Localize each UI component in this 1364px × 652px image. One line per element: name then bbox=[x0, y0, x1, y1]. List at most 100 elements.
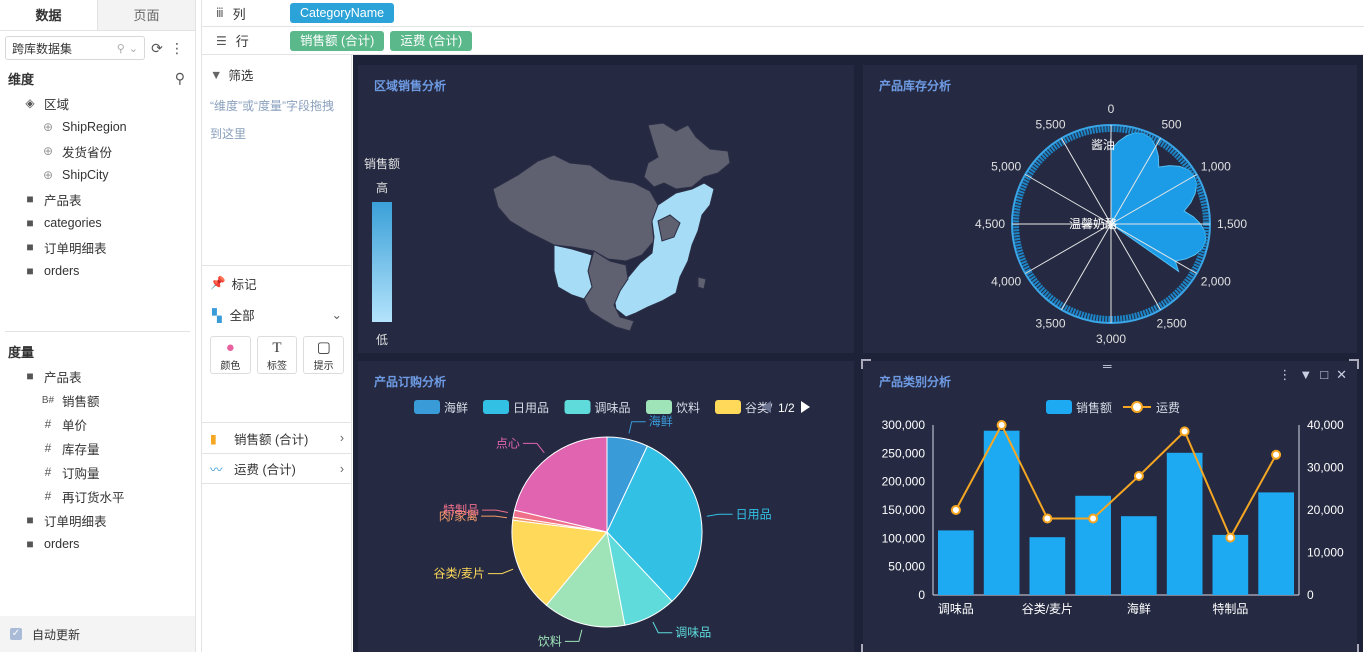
tree-item[interactable]: # 库存量 bbox=[0, 436, 195, 460]
tree-item[interactable]: B# 销售额 bbox=[0, 388, 195, 412]
pie-card[interactable]: 产品订购分析 海鲜 日用品 调味品 饮料 谷类/1/2 海鲜 日用品 调味品 饮料 谷类/麦片 肉/… bbox=[358, 361, 854, 652]
combo-line[interactable] bbox=[955, 422, 1277, 540]
measures-tree: ■ 产品表 B# 销售额 # 单价 # 库存量 # 订购量 # 再订货水平 ■ 订单明细表 ■… bbox=[0, 364, 195, 556]
row-pill[interactable]: 运费 (合计) bbox=[390, 30, 473, 51]
resize-corner-tl[interactable] bbox=[861, 359, 871, 369]
search-icon[interactable]: ⚲ bbox=[116, 42, 125, 55]
combo-bar[interactable] bbox=[983, 430, 1020, 595]
chevron-down-icon[interactable]: ⌄ bbox=[128, 42, 138, 55]
maximize-icon[interactable]: □ bbox=[1320, 367, 1329, 382]
filter-icon[interactable]: ▼ bbox=[1299, 367, 1313, 382]
resize-corner-bl[interactable] bbox=[861, 644, 871, 652]
combo-line-point[interactable] bbox=[996, 420, 1007, 430]
tree-item[interactable]: # 再订货水平 bbox=[0, 484, 195, 508]
combo-line-point[interactable] bbox=[950, 505, 961, 515]
pie-slice[interactable] bbox=[545, 530, 626, 628]
combo-line-point[interactable] bbox=[1088, 513, 1099, 524]
tree-item[interactable]: ⊕ 发货省份 bbox=[0, 139, 195, 163]
polar-tick-label: 3,000 bbox=[1096, 332, 1126, 346]
tab-data[interactable]: 数据 bbox=[0, 0, 98, 30]
pie-legend-swatch[interactable] bbox=[483, 400, 509, 414]
dimensions-tree: ◈ 区域 ⊕ ShipRegion ⊕ 发货省份 ⊕ ShipCity ■ 产品表 ■ ca… bbox=[0, 91, 195, 283]
marks-header: 📌 标记 bbox=[202, 266, 352, 301]
combo-legend-bar-label[interactable]: 销售额 bbox=[1076, 400, 1112, 415]
polar-chart[interactable]: 0 500 1,000 1,500 2,000 2,500 3,000 3,500 4,000 4… bbox=[863, 65, 1357, 353]
tree-item[interactable]: ■ 产品表 bbox=[0, 187, 195, 211]
combo-bar[interactable] bbox=[1121, 516, 1157, 595]
pager-prev-icon[interactable] bbox=[762, 401, 771, 413]
pie-slice[interactable] bbox=[511, 519, 608, 606]
combo-bar[interactable] bbox=[1258, 492, 1294, 595]
combo-bar[interactable] bbox=[938, 530, 974, 595]
pie-legend-swatch[interactable] bbox=[564, 400, 591, 414]
row-pill[interactable]: 销售额 (合计) bbox=[290, 30, 385, 51]
tree-item[interactable]: # 订购量 bbox=[0, 460, 195, 484]
pie-legend-label[interactable]: 海鲜 bbox=[444, 400, 468, 415]
pager-next-icon[interactable] bbox=[801, 401, 810, 413]
color-button[interactable]: ● 颜色 bbox=[210, 336, 251, 374]
pie-legend-swatch[interactable] bbox=[414, 400, 440, 414]
pie-legend-swatch[interactable] bbox=[646, 400, 672, 414]
divider bbox=[5, 331, 190, 332]
combo-line-point[interactable] bbox=[1271, 449, 1282, 460]
more-icon[interactable]: ⋮ bbox=[1278, 367, 1292, 382]
measure-row-freight[interactable]: 〰 运费 (合计) › bbox=[202, 453, 352, 484]
combo-line-point[interactable] bbox=[1179, 426, 1190, 437]
refresh-icon[interactable]: ⟳ bbox=[151, 39, 163, 56]
resize-corner-br[interactable] bbox=[1349, 644, 1359, 652]
tree-item[interactable]: ⊕ ShipRegion bbox=[0, 115, 195, 139]
polar-tick-label: 1,000 bbox=[1201, 160, 1231, 174]
polar-area[interactable] bbox=[1110, 132, 1207, 273]
combo-bar[interactable] bbox=[1029, 537, 1066, 595]
tree-item[interactable]: ■ 产品表 bbox=[0, 364, 195, 388]
tab-page[interactable]: 页面 bbox=[98, 0, 195, 30]
filter-drop-zone[interactable]: “维度”或“度量”字段拖拽到这里 bbox=[210, 99, 334, 141]
tree-item[interactable]: ■ orders bbox=[0, 259, 195, 283]
tree-item[interactable]: ■ 订单明细表 bbox=[0, 508, 195, 532]
combo-legend-bar-swatch[interactable] bbox=[1046, 400, 1072, 414]
tree-item[interactable]: ■ categories bbox=[0, 211, 195, 235]
tree-item[interactable]: ◈ 区域 bbox=[0, 91, 195, 115]
combo-bar[interactable] bbox=[1212, 534, 1249, 595]
marks-all-select[interactable]: ▚ 全部 ⌄ bbox=[202, 301, 352, 328]
column-pill[interactable]: CategoryName bbox=[290, 3, 395, 23]
polar-card[interactable]: 产品库存分析 0 500 1,000 1,500 2,000 2,500 3,000 3,50… bbox=[863, 65, 1357, 353]
resize-corner-tr[interactable] bbox=[1349, 359, 1359, 369]
pie-label-line bbox=[652, 621, 673, 634]
combo-chart[interactable]: 销售额 运费 0 50,000 100,000 150,000 200,000 250,000… bbox=[863, 361, 1357, 652]
combo-legend-line-label[interactable]: 运费 bbox=[1156, 401, 1180, 415]
combo-card[interactable]: 产品类别分析 ⋮ ▼ □ ✕ ═ 销售额 运费 0 50,000 100,000 150,… bbox=[861, 359, 1359, 652]
close-icon[interactable]: ✕ bbox=[1336, 367, 1347, 382]
combo-left-tick: 200,000 bbox=[882, 475, 926, 489]
china-map[interactable] bbox=[358, 65, 854, 353]
tree-item[interactable]: ⊕ ShipCity bbox=[0, 163, 195, 187]
tooltip-button[interactable]: ▢ 提示 bbox=[303, 336, 345, 374]
combo-line-point[interactable] bbox=[1042, 513, 1053, 524]
pie-slice[interactable] bbox=[606, 445, 703, 603]
map-legend-gradient[interactable] bbox=[372, 202, 392, 322]
drag-handle-icon[interactable]: ═ bbox=[1103, 359, 1112, 373]
map-card[interactable]: 区域销售分析 销售额 高 低 bbox=[358, 65, 854, 353]
rows-shelf-label: ☰ 行 bbox=[202, 31, 290, 50]
measure-row-sales[interactable]: ▮ 销售额 (合计) › bbox=[202, 422, 352, 453]
combo-bar[interactable] bbox=[1166, 452, 1203, 595]
more-icon[interactable]: ⋮ bbox=[170, 39, 184, 56]
combo-line-point[interactable] bbox=[1225, 532, 1236, 543]
folder-icon: ■ bbox=[26, 513, 34, 527]
combo-line-point[interactable] bbox=[1133, 471, 1144, 481]
map-region-central bbox=[657, 214, 681, 242]
pie-slice[interactable] bbox=[513, 436, 608, 533]
tree-item[interactable]: # 单价 bbox=[0, 412, 195, 436]
tree-item[interactable]: ■ orders bbox=[0, 532, 195, 556]
auto-update-checkbox[interactable]: ✓ bbox=[10, 628, 22, 640]
pie-legend-label[interactable]: 调味品 bbox=[595, 401, 631, 415]
combo-bar[interactable] bbox=[1075, 495, 1111, 595]
pie-legend-swatch[interactable] bbox=[715, 400, 741, 414]
search-icon[interactable]: ⚲ bbox=[174, 69, 185, 86]
pie-legend-label[interactable]: 日用品 bbox=[513, 401, 549, 415]
tree-item[interactable]: ■ 订单明细表 bbox=[0, 235, 195, 259]
dataset-select[interactable]: 跨库数据集 ⚲ ⌄ bbox=[5, 36, 145, 60]
pie-legend-label[interactable]: 饮料 bbox=[676, 401, 700, 415]
label-button[interactable]: T 标签 bbox=[256, 336, 298, 374]
